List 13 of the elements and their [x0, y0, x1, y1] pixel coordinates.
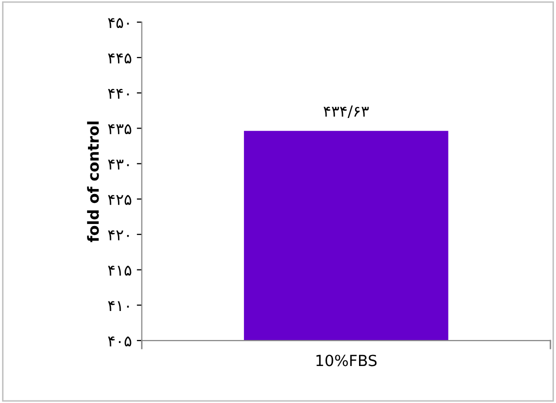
x-tick-label: 10%FBS: [316, 354, 377, 366]
y-tick-label: ۴۲۰: [108, 230, 129, 240]
y-tick-label: ۴۴۵: [108, 54, 132, 64]
y-tick-label: ۴۱۰: [108, 301, 129, 311]
y-tick-label: ۴۳۰: [108, 160, 129, 170]
y-tick-label: ۴۲۵: [108, 195, 132, 205]
data-label: ۴۳۴/۶۳: [324, 105, 369, 118]
y-tick-label: ۴۵۰: [108, 18, 129, 28]
y-axis-title: fold of control: [87, 122, 99, 242]
y-tick-label: ۴۱۵: [108, 266, 132, 276]
y-tick-label: ۴۳۵: [108, 124, 132, 134]
y-tick-label: ۴۰۵: [108, 336, 132, 346]
y-tick-label: ۴۴۰: [108, 88, 129, 99]
